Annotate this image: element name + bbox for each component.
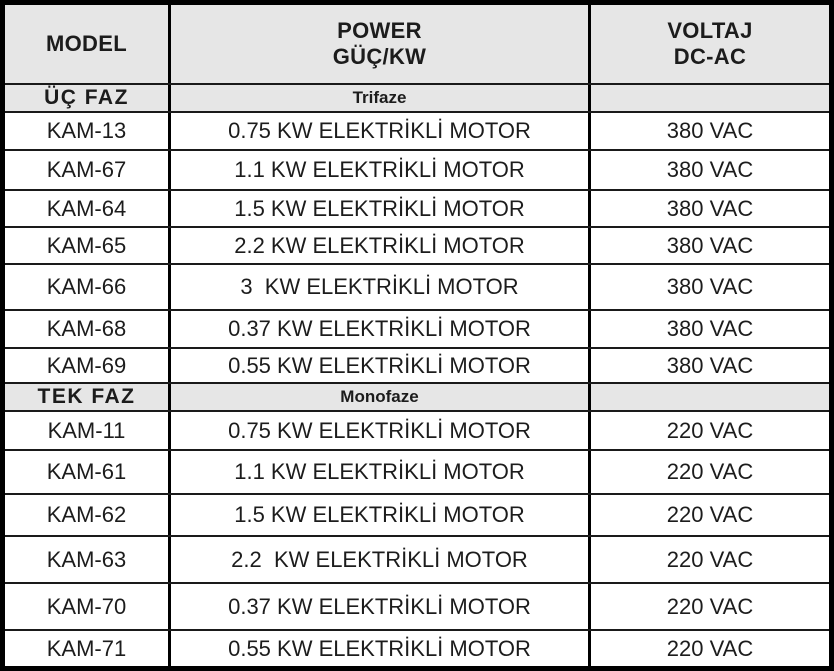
column-header-power: POWER GÜÇ/KW	[171, 5, 591, 83]
model-cell: KAM-64	[5, 191, 171, 226]
voltage-cell: 220 VAC	[666, 459, 754, 484]
section-header-row: TEK FAZ Monofaze	[5, 384, 829, 412]
model-cell: KAM-13	[5, 113, 171, 149]
table-row: KAM-66 3 KW ELEKTRİKLİ MOTOR 380 VAC	[5, 265, 829, 311]
power-cell: 1.1 KW ELEKTRİKLİ MOTOR	[171, 151, 591, 189]
section-voltage-cell-empty	[591, 384, 829, 410]
voltage-cell: 220 VAC	[666, 593, 754, 619]
table-row: KAM-67 1.1 KW ELEKTRİKLİ MOTOR 380 VAC	[5, 151, 829, 191]
voltage-cell: 220 VAC	[666, 502, 754, 527]
section-voltage-cell-empty	[591, 85, 829, 111]
voltage-cell: 220 VAC	[666, 417, 754, 443]
power-cell: 0.75 KW ELEKTRİKLİ MOTOR	[171, 113, 591, 149]
section-header-row: ÜÇ FAZ Trifaze	[5, 85, 829, 113]
model-cell: KAM-71	[5, 631, 171, 666]
power-cell: 2.2 KW ELEKTRİKLİ MOTOR	[171, 537, 591, 582]
power-cell: 0.55 KW ELEKTRİKLİ MOTOR	[171, 631, 591, 666]
table-row: KAM-65 2.2 KW ELEKTRİKLİ MOTOR 380 VAC	[5, 228, 829, 265]
model-cell: KAM-67	[5, 151, 171, 189]
table-row: KAM-68 0.37 KW ELEKTRİKLİ MOTOR 380 VAC	[5, 311, 829, 349]
voltage-cell: 380 VAC	[666, 195, 754, 221]
table-row: KAM-13 0.75 KW ELEKTRİKLİ MOTOR 380 VAC	[5, 113, 829, 151]
power-cell: 1.5 KW ELEKTRİKLİ MOTOR	[171, 191, 591, 226]
model-cell: KAM-70	[5, 584, 171, 629]
power-cell: 1.5 KW ELEKTRİKLİ MOTOR	[171, 495, 591, 535]
voltage-cell: 380 VAC	[666, 157, 754, 182]
model-cell: KAM-63	[5, 537, 171, 582]
power-cell: 0.37 KW ELEKTRİKLİ MOTOR	[171, 311, 591, 347]
model-cell: KAM-69	[5, 349, 171, 382]
section-sublabel: Monofaze	[171, 384, 591, 410]
voltage-cell: 380 VAC	[666, 274, 754, 299]
table-header-row: MODEL POWER GÜÇ/KW VOLTAJ DC-AC	[5, 5, 829, 85]
table-row: KAM-63 2.2 KW ELEKTRİKLİ MOTOR 220 VAC	[5, 537, 829, 584]
table-row: KAM-71 0.55 KW ELEKTRİKLİ MOTOR 220 VAC	[5, 631, 829, 666]
voltage-cell: 380 VAC	[666, 232, 754, 258]
column-header-voltage: VOLTAJ DC-AC	[667, 18, 753, 69]
voltage-cell: 380 VAC	[666, 118, 754, 143]
table-row: KAM-11 0.75 KW ELEKTRİKLİ MOTOR 220 VAC	[5, 412, 829, 451]
power-cell: 0.55 KW ELEKTRİKLİ MOTOR	[171, 349, 591, 382]
model-cell: KAM-68	[5, 311, 171, 347]
model-cell: KAM-62	[5, 495, 171, 535]
voltage-cell: 220 VAC	[666, 635, 754, 661]
column-header-model: MODEL	[5, 5, 171, 83]
voltage-cell: 220 VAC	[666, 546, 754, 572]
section-label: TEK FAZ	[5, 384, 171, 410]
power-cell: 0.37 KW ELEKTRİKLİ MOTOR	[171, 584, 591, 629]
table-row: KAM-64 1.5 KW ELEKTRİKLİ MOTOR 380 VAC	[5, 191, 829, 228]
power-cell: 2.2 KW ELEKTRİKLİ MOTOR	[171, 228, 591, 263]
section-label: ÜÇ FAZ	[5, 85, 171, 111]
voltage-cell: 380 VAC	[666, 352, 754, 378]
model-cell: KAM-66	[5, 265, 171, 309]
table-row: KAM-61 1.1 KW ELEKTRİKLİ MOTOR 220 VAC	[5, 451, 829, 495]
power-cell: 0.75 KW ELEKTRİKLİ MOTOR	[171, 412, 591, 449]
table-row: KAM-69 0.55 KW ELEKTRİKLİ MOTOR 380 VAC	[5, 349, 829, 384]
power-cell: 3 KW ELEKTRİKLİ MOTOR	[171, 265, 591, 309]
table-row: KAM-70 0.37 KW ELEKTRİKLİ MOTOR 220 VAC	[5, 584, 829, 631]
voltage-cell: 380 VAC	[666, 316, 754, 341]
model-cell: KAM-11	[5, 412, 171, 449]
section-sublabel: Trifaze	[171, 85, 591, 111]
power-cell: 1.1 KW ELEKTRİKLİ MOTOR	[171, 451, 591, 493]
model-cell: KAM-61	[5, 451, 171, 493]
model-cell: KAM-65	[5, 228, 171, 263]
table-row: KAM-62 1.5 KW ELEKTRİKLİ MOTOR 220 VAC	[5, 495, 829, 537]
